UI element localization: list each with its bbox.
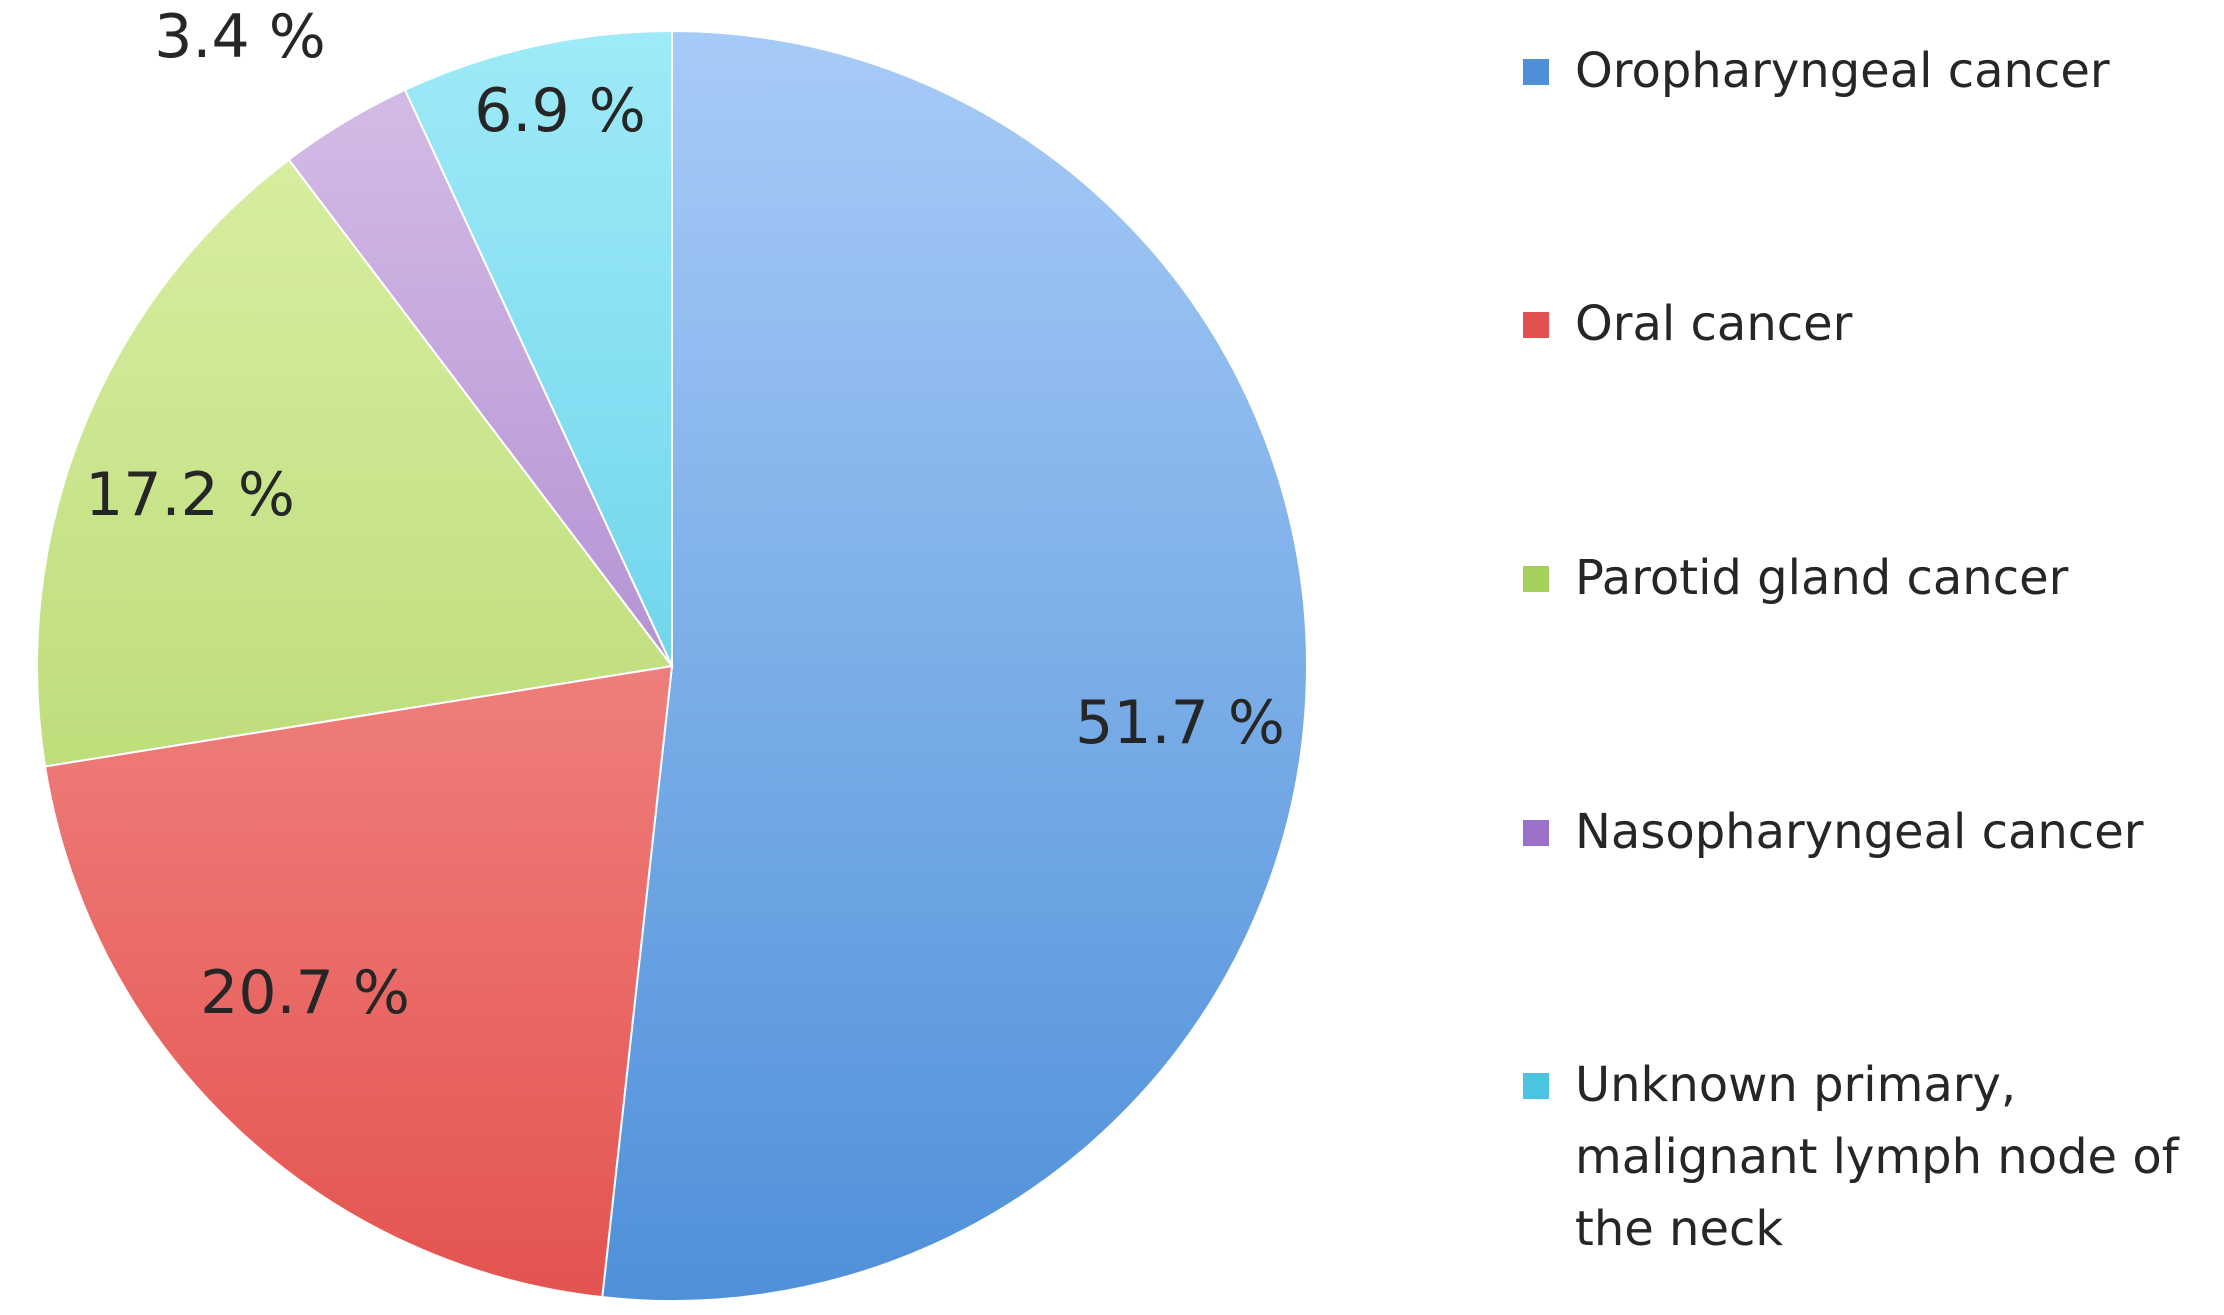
legend-label: the neck [1575,1201,1783,1257]
legend-label: Nasopharyngeal cancer [1575,804,2144,860]
pie-slices [36,29,1308,1302]
legend-swatch [1523,1073,1549,1099]
legend-swatch [1523,59,1549,85]
legend-label: Oropharyngeal cancer [1575,43,2110,99]
legend-swatch [1523,820,1549,846]
legend-item-unknown-primary-malignant-lymph-node-of-the-neck: Unknown primary, malignant lymph node of t… [1523,1057,2180,1257]
slice-value-label-parotid-gland-cancer: 17.2 % [85,460,295,530]
legend-item-nasopharyngeal-cancer: Nasopharyngeal cancer [1523,804,2144,860]
slice-value-label-unknown-primary-malignant-lymph-node-of-the-neck: 6.9 % [474,76,646,146]
slice-value-label-oral-cancer: 20.7 % [200,958,410,1028]
legend-item-oropharyngeal-cancer: Oropharyngeal cancer [1523,43,2110,99]
pie-slice-oral-cancer [43,664,674,1299]
legend-swatch [1523,312,1549,338]
pie-slice-oropharyngeal-cancer [601,29,1308,1302]
pie-slice-parotid-gland-cancer [36,158,674,768]
legend-item-oral-cancer: Oral cancer [1523,296,1853,352]
slice-value-label-nasopharyngeal-cancer: 3.4 % [154,2,326,72]
legend-label: Oral cancer [1575,296,1853,352]
pie-value-labels: 51.7 % 20.7 % 17.2 % 3.4 % 6.9 % [85,2,1285,1028]
legend-swatch [1523,566,1549,592]
legend-label: malignant lymph node of [1575,1129,2180,1185]
legend-label: Unknown primary, [1575,1057,2016,1113]
slice-value-label-oropharyngeal-cancer: 51.7 % [1075,688,1285,758]
pie-slice-unknown-primary-malignant-lymph-node-of-the-neck [403,29,673,667]
legend: Oropharyngeal cancer Oral cancer Parotid g… [1523,43,2180,1257]
legend-label: Parotid gland cancer [1575,550,2069,606]
legend-item-parotid-gland-cancer: Parotid gland cancer [1523,550,2069,606]
